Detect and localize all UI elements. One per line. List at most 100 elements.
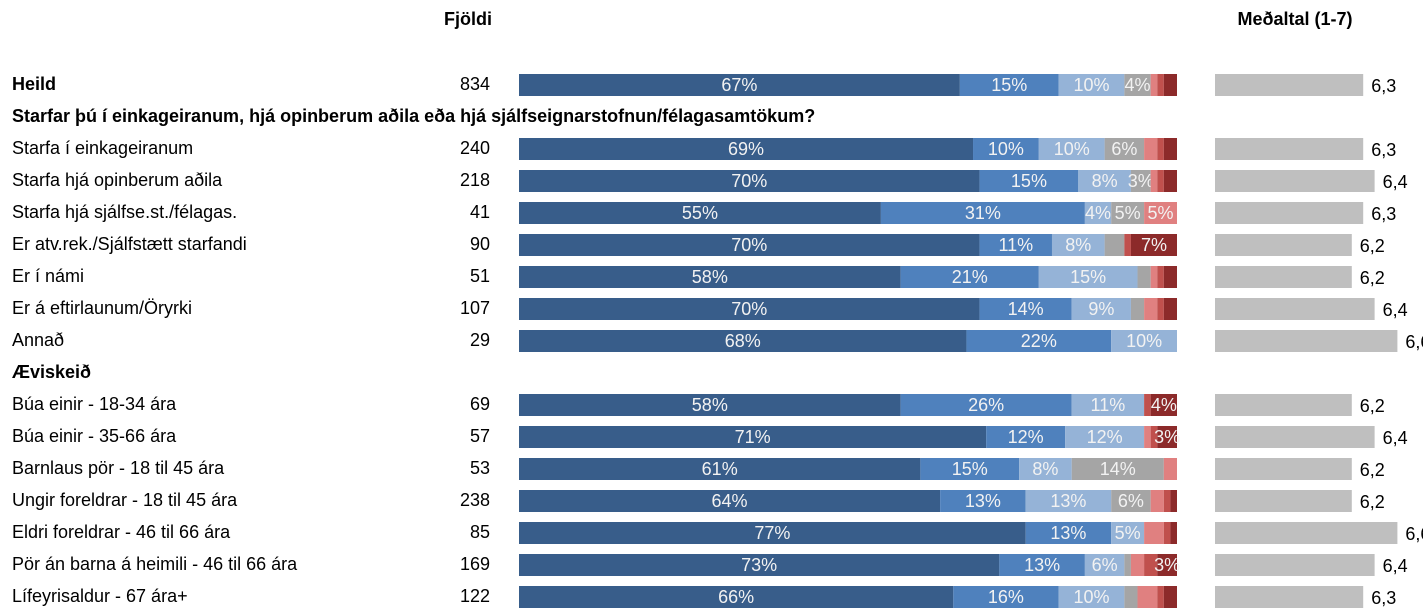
- segment-label: 21%: [952, 267, 988, 287]
- count: 834: [460, 74, 490, 94]
- mean-label: 6,4: [1383, 172, 1408, 192]
- count: 29: [470, 330, 490, 350]
- bar-segment: [966, 330, 1112, 352]
- segment-label: 26%: [968, 395, 1004, 415]
- bar-segment: [953, 586, 1059, 608]
- row-label: Heild: [12, 74, 56, 94]
- count: 90: [470, 234, 490, 254]
- segment-label: 69%: [728, 139, 764, 159]
- segment-label: 66%: [718, 587, 754, 607]
- segment-label: 70%: [731, 299, 767, 319]
- bar-segment: [1111, 522, 1145, 544]
- row-label: Starfar þú í einkageiranum, hjá opinberu…: [12, 106, 815, 126]
- mean-bar: [1215, 234, 1352, 256]
- bar-segment: [519, 138, 974, 160]
- count: 240: [460, 138, 490, 158]
- bar-segment: [1137, 266, 1151, 288]
- mean-bar: [1215, 458, 1352, 480]
- segment-label: 13%: [1050, 523, 1086, 543]
- mean-label: 6,2: [1360, 492, 1385, 512]
- bar-segment: [1157, 74, 1164, 96]
- segment-label: 55%: [682, 203, 718, 223]
- bar-segment: [900, 266, 1039, 288]
- bar-segment: [1025, 522, 1112, 544]
- mean-bar: [1215, 74, 1364, 96]
- bar-segment: [1163, 138, 1177, 160]
- bar-segment: [1170, 490, 1177, 512]
- row-label: Barnlaus pör - 18 til 45 ára: [12, 458, 225, 478]
- bar-segment: [1170, 522, 1177, 544]
- bar-segment: [1130, 170, 1151, 192]
- mean-bar: [1215, 586, 1364, 608]
- bar-segment: [1163, 522, 1171, 544]
- bar-segment: [1104, 138, 1145, 160]
- bar-segment: [1150, 170, 1158, 192]
- count: 238: [460, 490, 490, 510]
- mean-bar: [1215, 522, 1398, 544]
- segment-label: 16%: [988, 587, 1024, 607]
- mean-header: Meðaltal (1-7): [1237, 9, 1352, 29]
- bar-segment: [1025, 490, 1112, 512]
- segment-label: 5%: [1148, 203, 1174, 223]
- count: 218: [460, 170, 490, 190]
- mean-label: 6,3: [1371, 140, 1396, 160]
- row-label: Lífeyrisaldur - 67 ára+: [12, 586, 188, 606]
- bar-segment: [519, 554, 1000, 576]
- segment-label: 15%: [991, 75, 1027, 95]
- count: 41: [470, 202, 490, 222]
- mean-label: 6,4: [1383, 300, 1408, 320]
- bar-segment: [1144, 426, 1151, 448]
- segment-label: 13%: [1024, 555, 1060, 575]
- bar-segment: [1019, 458, 1072, 480]
- segment-label: 31%: [965, 203, 1001, 223]
- row-label: Er atv.rek./Sjálfstætt starfandi: [12, 234, 247, 254]
- bar-segment: [1071, 458, 1164, 480]
- row-label: Búa einir - 18-34 ára: [12, 394, 177, 414]
- bar-segment: [940, 490, 1026, 512]
- bar-segment: [1163, 170, 1177, 192]
- bar-segment: [1130, 554, 1145, 576]
- segment-label: 15%: [952, 459, 988, 479]
- segment-label: 71%: [735, 427, 771, 447]
- mean-bar: [1215, 330, 1398, 352]
- bar-segment: [1163, 298, 1177, 320]
- bar-segment: [1144, 298, 1158, 320]
- segment-label: 10%: [1054, 139, 1090, 159]
- bar-segment: [1111, 202, 1145, 224]
- row-label: Pör án barna á heimili - 46 til 66 ára: [12, 554, 298, 574]
- segment-label: 3%: [1154, 427, 1180, 447]
- bar-segment: [519, 586, 954, 608]
- bar-segment: [1157, 298, 1164, 320]
- bar-segment: [973, 138, 1039, 160]
- bar-segment: [1157, 138, 1164, 160]
- bar-segment: [519, 394, 901, 416]
- count: 122: [460, 586, 490, 606]
- bar-segment: [519, 426, 987, 448]
- segment-label: 12%: [1008, 427, 1044, 447]
- segment-label: 4%: [1151, 395, 1177, 415]
- segment-label: 10%: [1073, 587, 1109, 607]
- bar-segment: [986, 426, 1066, 448]
- bar-segment: [519, 458, 921, 480]
- segment-label: 14%: [1008, 299, 1044, 319]
- segment-label: 5%: [1115, 523, 1141, 543]
- count: 51: [470, 266, 490, 286]
- bar-segment: [1157, 266, 1164, 288]
- bar-segment: [1038, 266, 1138, 288]
- segment-label: 6%: [1111, 139, 1137, 159]
- bar-segment: [1104, 234, 1125, 256]
- mean-bar: [1215, 554, 1375, 576]
- bar-segment: [1084, 554, 1125, 576]
- bar-segment: [1157, 554, 1177, 576]
- bar-segment: [1137, 586, 1158, 608]
- bar-segment: [1144, 522, 1164, 544]
- bar-segment: [1124, 554, 1131, 576]
- mean-label: 6,2: [1360, 268, 1385, 288]
- segment-label: 10%: [1126, 331, 1162, 351]
- row-label: Er á eftirlaunum/Öryrki: [12, 298, 192, 318]
- row-label: Starfa hjá opinberum aðila: [12, 170, 223, 190]
- segment-label: 7%: [1141, 235, 1167, 255]
- segment-label: 73%: [741, 555, 777, 575]
- segment-label: 70%: [731, 171, 767, 191]
- bar-segment: [1078, 170, 1131, 192]
